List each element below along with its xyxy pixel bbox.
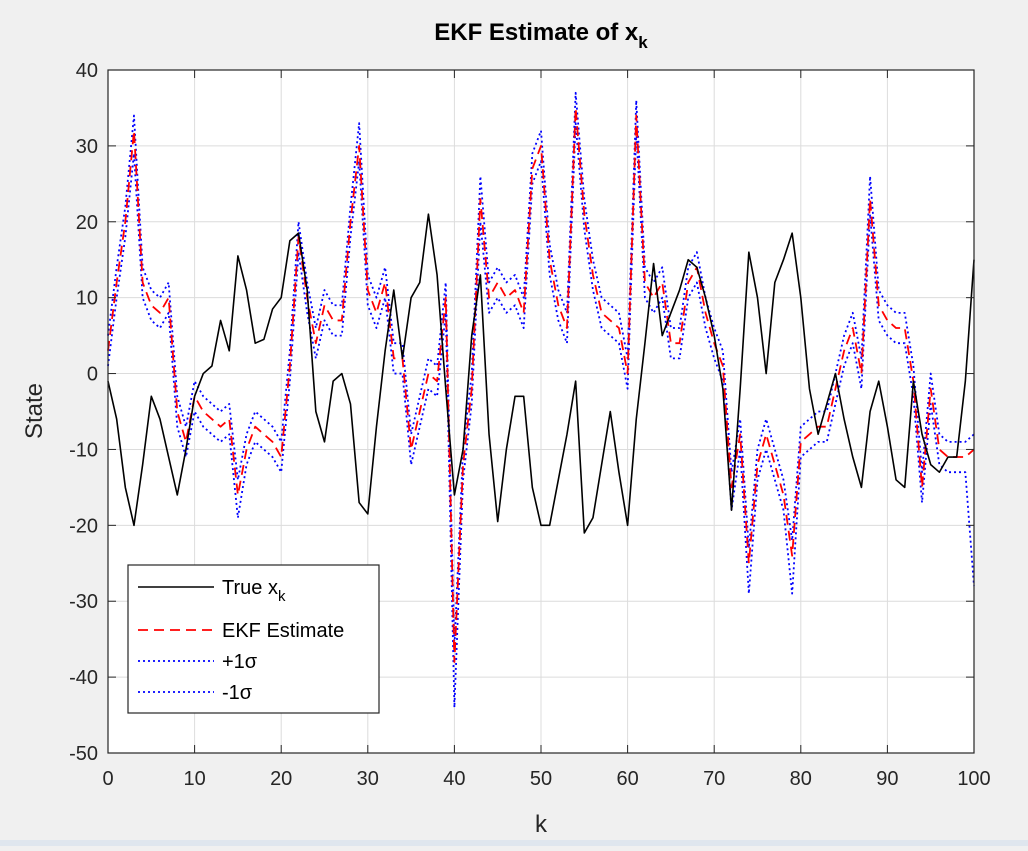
y-tick-label: 40 (76, 60, 98, 82)
chart-title-subscript: k (638, 33, 648, 52)
x-tick-label: 90 (876, 768, 898, 790)
x-tick-label: 30 (357, 768, 379, 790)
y-axis-label: State (21, 383, 48, 439)
x-tick-label: 100 (957, 768, 990, 790)
legend-label-ekf: EKF Estimate (222, 620, 344, 642)
x-tick-label: 40 (443, 768, 465, 790)
y-tick-label: 30 (76, 136, 98, 158)
x-tick-labels: 0 10 20 30 40 50 60 70 80 90 100 (102, 768, 990, 790)
y-tick-label: 20 (76, 212, 98, 234)
series-line-minus-1-sigma (107, 122, 975, 709)
legend-label-true-main: True x (222, 577, 278, 599)
chart-title: EKF Estimate of xk (434, 19, 648, 52)
legend-label-true: True xk (222, 577, 286, 605)
series-line-true-xk (107, 213, 975, 534)
x-tick-label: 10 (183, 768, 205, 790)
legend-label-minus-sigma: -1σ (222, 682, 253, 704)
x-tick-label: 80 (790, 768, 812, 790)
x-tick-label: 60 (616, 768, 638, 790)
x-axis-label: k (535, 811, 548, 838)
x-tick-label: 20 (270, 768, 292, 790)
window-bottom-border (0, 840, 1028, 846)
y-tick-label: -10 (69, 439, 98, 461)
x-tick-label: 0 (102, 768, 113, 790)
y-tick-labels: 40 30 20 10 0 -10 -20 -30 -40 -50 (69, 60, 98, 765)
chart-title-main: EKF Estimate of x (434, 19, 639, 46)
y-tick-label: -30 (69, 591, 98, 613)
series-line-plus-1-sigma (107, 91, 975, 648)
series-line-ekf-estimate (107, 107, 975, 663)
legend-label-true-subscript: k (278, 588, 286, 605)
y-tick-label: -50 (69, 743, 98, 765)
legend: True xk EKF Estimate +1σ -1σ (127, 564, 380, 714)
y-tick-label: 10 (76, 288, 98, 310)
y-tick-label: -40 (69, 667, 98, 689)
legend-box (127, 564, 380, 714)
tick-marks (107, 69, 975, 754)
y-tick-label: -20 (69, 515, 98, 537)
y-tick-label: 0 (87, 364, 98, 386)
x-tick-label: 70 (703, 768, 725, 790)
x-tick-label: 50 (530, 768, 552, 790)
legend-label-plus-sigma: +1σ (222, 651, 258, 673)
series-lines (107, 91, 975, 709)
